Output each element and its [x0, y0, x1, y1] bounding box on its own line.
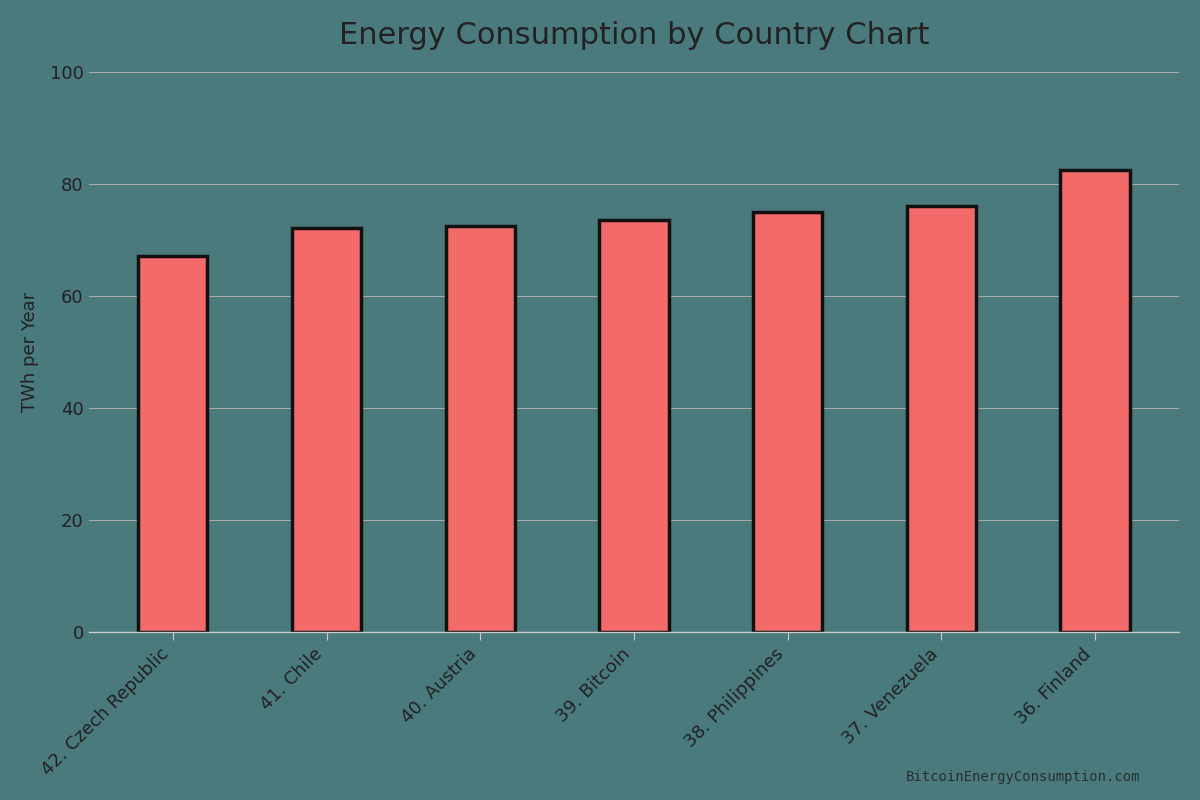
Bar [138, 257, 208, 632]
Bar [292, 229, 361, 632]
Bar [1061, 170, 1129, 632]
Text: BitcoinEnergyConsumption.com: BitcoinEnergyConsumption.com [906, 770, 1140, 784]
Bar [907, 206, 976, 632]
Bar [754, 212, 822, 632]
Bar [445, 226, 515, 632]
Y-axis label: TWh per Year: TWh per Year [20, 291, 38, 412]
Title: Energy Consumption by Country Chart: Energy Consumption by Country Chart [338, 21, 929, 50]
Bar [599, 220, 668, 632]
